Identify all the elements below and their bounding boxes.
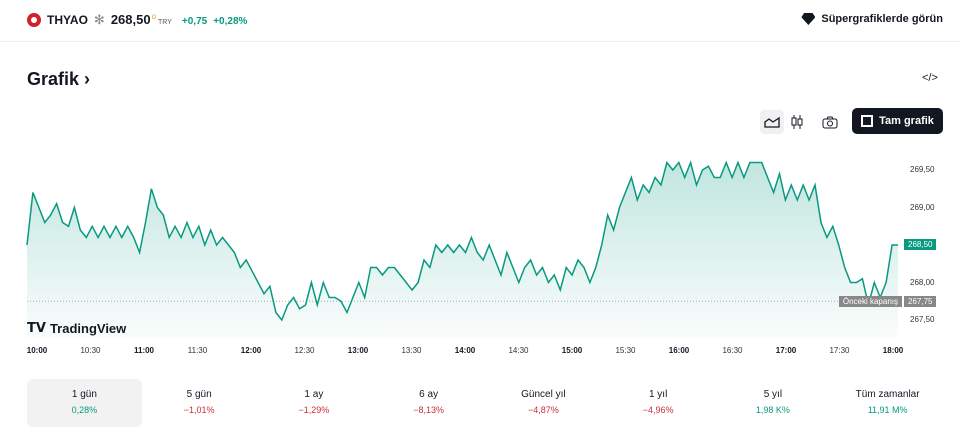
period-label: Tüm zamanlar bbox=[855, 389, 920, 400]
quote-row: THYAO ✻ 268,50 o TRY +0,75 +0,28% bbox=[27, 12, 247, 28]
tradingview-label: TradingView bbox=[49, 320, 127, 336]
x-tick-label: 12:00 bbox=[240, 346, 262, 355]
x-tick-label: 11:30 bbox=[187, 346, 208, 355]
period-change: −1,29% bbox=[298, 405, 330, 415]
period-label: 1 gün bbox=[71, 389, 97, 400]
market-status-icon: ✻ bbox=[93, 12, 105, 27]
x-tick-label: 17:30 bbox=[829, 346, 850, 355]
period-tab[interactable]: 1 yıl −4,96% bbox=[601, 379, 716, 427]
delayed-indicator-icon: o bbox=[151, 12, 157, 21]
currency: TRY bbox=[158, 19, 172, 26]
x-tick-label: 14:30 bbox=[508, 346, 529, 355]
tradingview-logo[interactable]: 𝗧𝗩 TradingView bbox=[27, 320, 126, 336]
y-tick-label: 268,00 bbox=[910, 277, 935, 287]
period-change: −4,96% bbox=[642, 405, 674, 415]
period-label: 1 ay bbox=[304, 389, 324, 400]
x-tick-label: 15:30 bbox=[615, 346, 636, 355]
supercharts-link[interactable]: Süpergrafiklerde görün bbox=[801, 13, 943, 25]
previous-close-label: Önceki kapanış bbox=[838, 296, 902, 307]
x-tick-label: 11:00 bbox=[133, 346, 155, 355]
x-tick-label: 13:30 bbox=[401, 346, 422, 355]
candles-button[interactable] bbox=[786, 110, 808, 134]
period-label: 5 gün bbox=[186, 389, 212, 400]
period-label: Güncel yıl bbox=[521, 389, 566, 400]
period-change: 1,98 K% bbox=[755, 405, 790, 415]
price-change-percent: +0,28% bbox=[213, 16, 248, 27]
full-chart-button[interactable]: Tam grafik bbox=[852, 108, 943, 134]
x-tick-label: 13:00 bbox=[347, 346, 369, 355]
x-tick-label: 17:00 bbox=[775, 346, 797, 355]
period-label: 6 ay bbox=[419, 389, 439, 400]
period-label: 1 yıl bbox=[648, 389, 668, 400]
period-change: 11,91 M% bbox=[867, 405, 908, 415]
x-tick-label: 16:00 bbox=[668, 346, 690, 355]
price-change: +0,75 bbox=[181, 16, 208, 27]
company-logo-icon bbox=[27, 13, 41, 27]
symbol[interactable]: THYAO bbox=[47, 13, 88, 27]
x-tick-label: 12:30 bbox=[294, 346, 315, 355]
previous-close-value: 267,75 bbox=[904, 296, 937, 307]
snapshot-button[interactable] bbox=[818, 110, 842, 134]
x-tick-label: 10:30 bbox=[80, 346, 101, 355]
period-change: 0,28% bbox=[71, 405, 98, 415]
period-label: 5 yıl bbox=[763, 389, 783, 400]
tradingview-icon: 𝗧𝗩 bbox=[27, 320, 46, 335]
fullscreen-icon bbox=[861, 115, 874, 127]
x-tick-label: 15:00 bbox=[561, 346, 583, 355]
period-change: −8,13% bbox=[413, 405, 445, 415]
current-price-label: 268,50 bbox=[904, 239, 937, 250]
full-chart-label: Tam grafik bbox=[879, 115, 934, 127]
symbol-header: THYAO ✻ 268,50 o TRY +0,75 +0,28% Süperg… bbox=[0, 0, 960, 42]
supercharts-label: Süpergrafiklerde görün bbox=[821, 13, 943, 25]
price-area bbox=[27, 162, 898, 338]
x-tick-label: 10:00 bbox=[26, 346, 48, 355]
area-chart-button[interactable] bbox=[760, 110, 784, 134]
period-tab[interactable]: 1 ay −1,29% bbox=[257, 379, 372, 427]
x-tick-label: 14:00 bbox=[454, 346, 476, 355]
last-price: 268,50 bbox=[110, 12, 151, 27]
candlestick-icon bbox=[791, 115, 803, 129]
period-tabs: 1 gün 0,28% 5 gün −1,01% 1 ay −1,29% 6 ay −8,13… bbox=[27, 379, 945, 427]
area-chart-icon bbox=[764, 116, 780, 128]
price-line bbox=[26, 160, 898, 322]
period-tab[interactable]: Güncel yıl −4,87% bbox=[486, 379, 601, 427]
period-tab[interactable]: 5 yıl 1,98 K% bbox=[716, 379, 831, 427]
y-tick-label: 267,50 bbox=[910, 315, 935, 324]
period-tab[interactable]: 1 gün 0,28% bbox=[27, 379, 142, 427]
period-change: −1,01% bbox=[183, 405, 215, 415]
period-change: −4,87% bbox=[527, 405, 559, 415]
camera-icon bbox=[822, 116, 838, 128]
y-tick-label: 269,50 bbox=[910, 165, 935, 174]
embed-code-button[interactable]: </> bbox=[922, 72, 938, 84]
period-tab[interactable]: Tüm zamanlar 11,91 M% bbox=[830, 379, 945, 427]
page-title[interactable]: Grafik › bbox=[27, 69, 91, 89]
x-tick-label: 16:30 bbox=[722, 346, 743, 355]
y-tick-label: 269,00 bbox=[910, 202, 935, 212]
period-tab[interactable]: 6 ay −8,13% bbox=[371, 379, 486, 427]
x-tick-label: 18:00 bbox=[882, 346, 904, 355]
period-tab[interactable]: 5 gün −1,01% bbox=[142, 379, 257, 427]
